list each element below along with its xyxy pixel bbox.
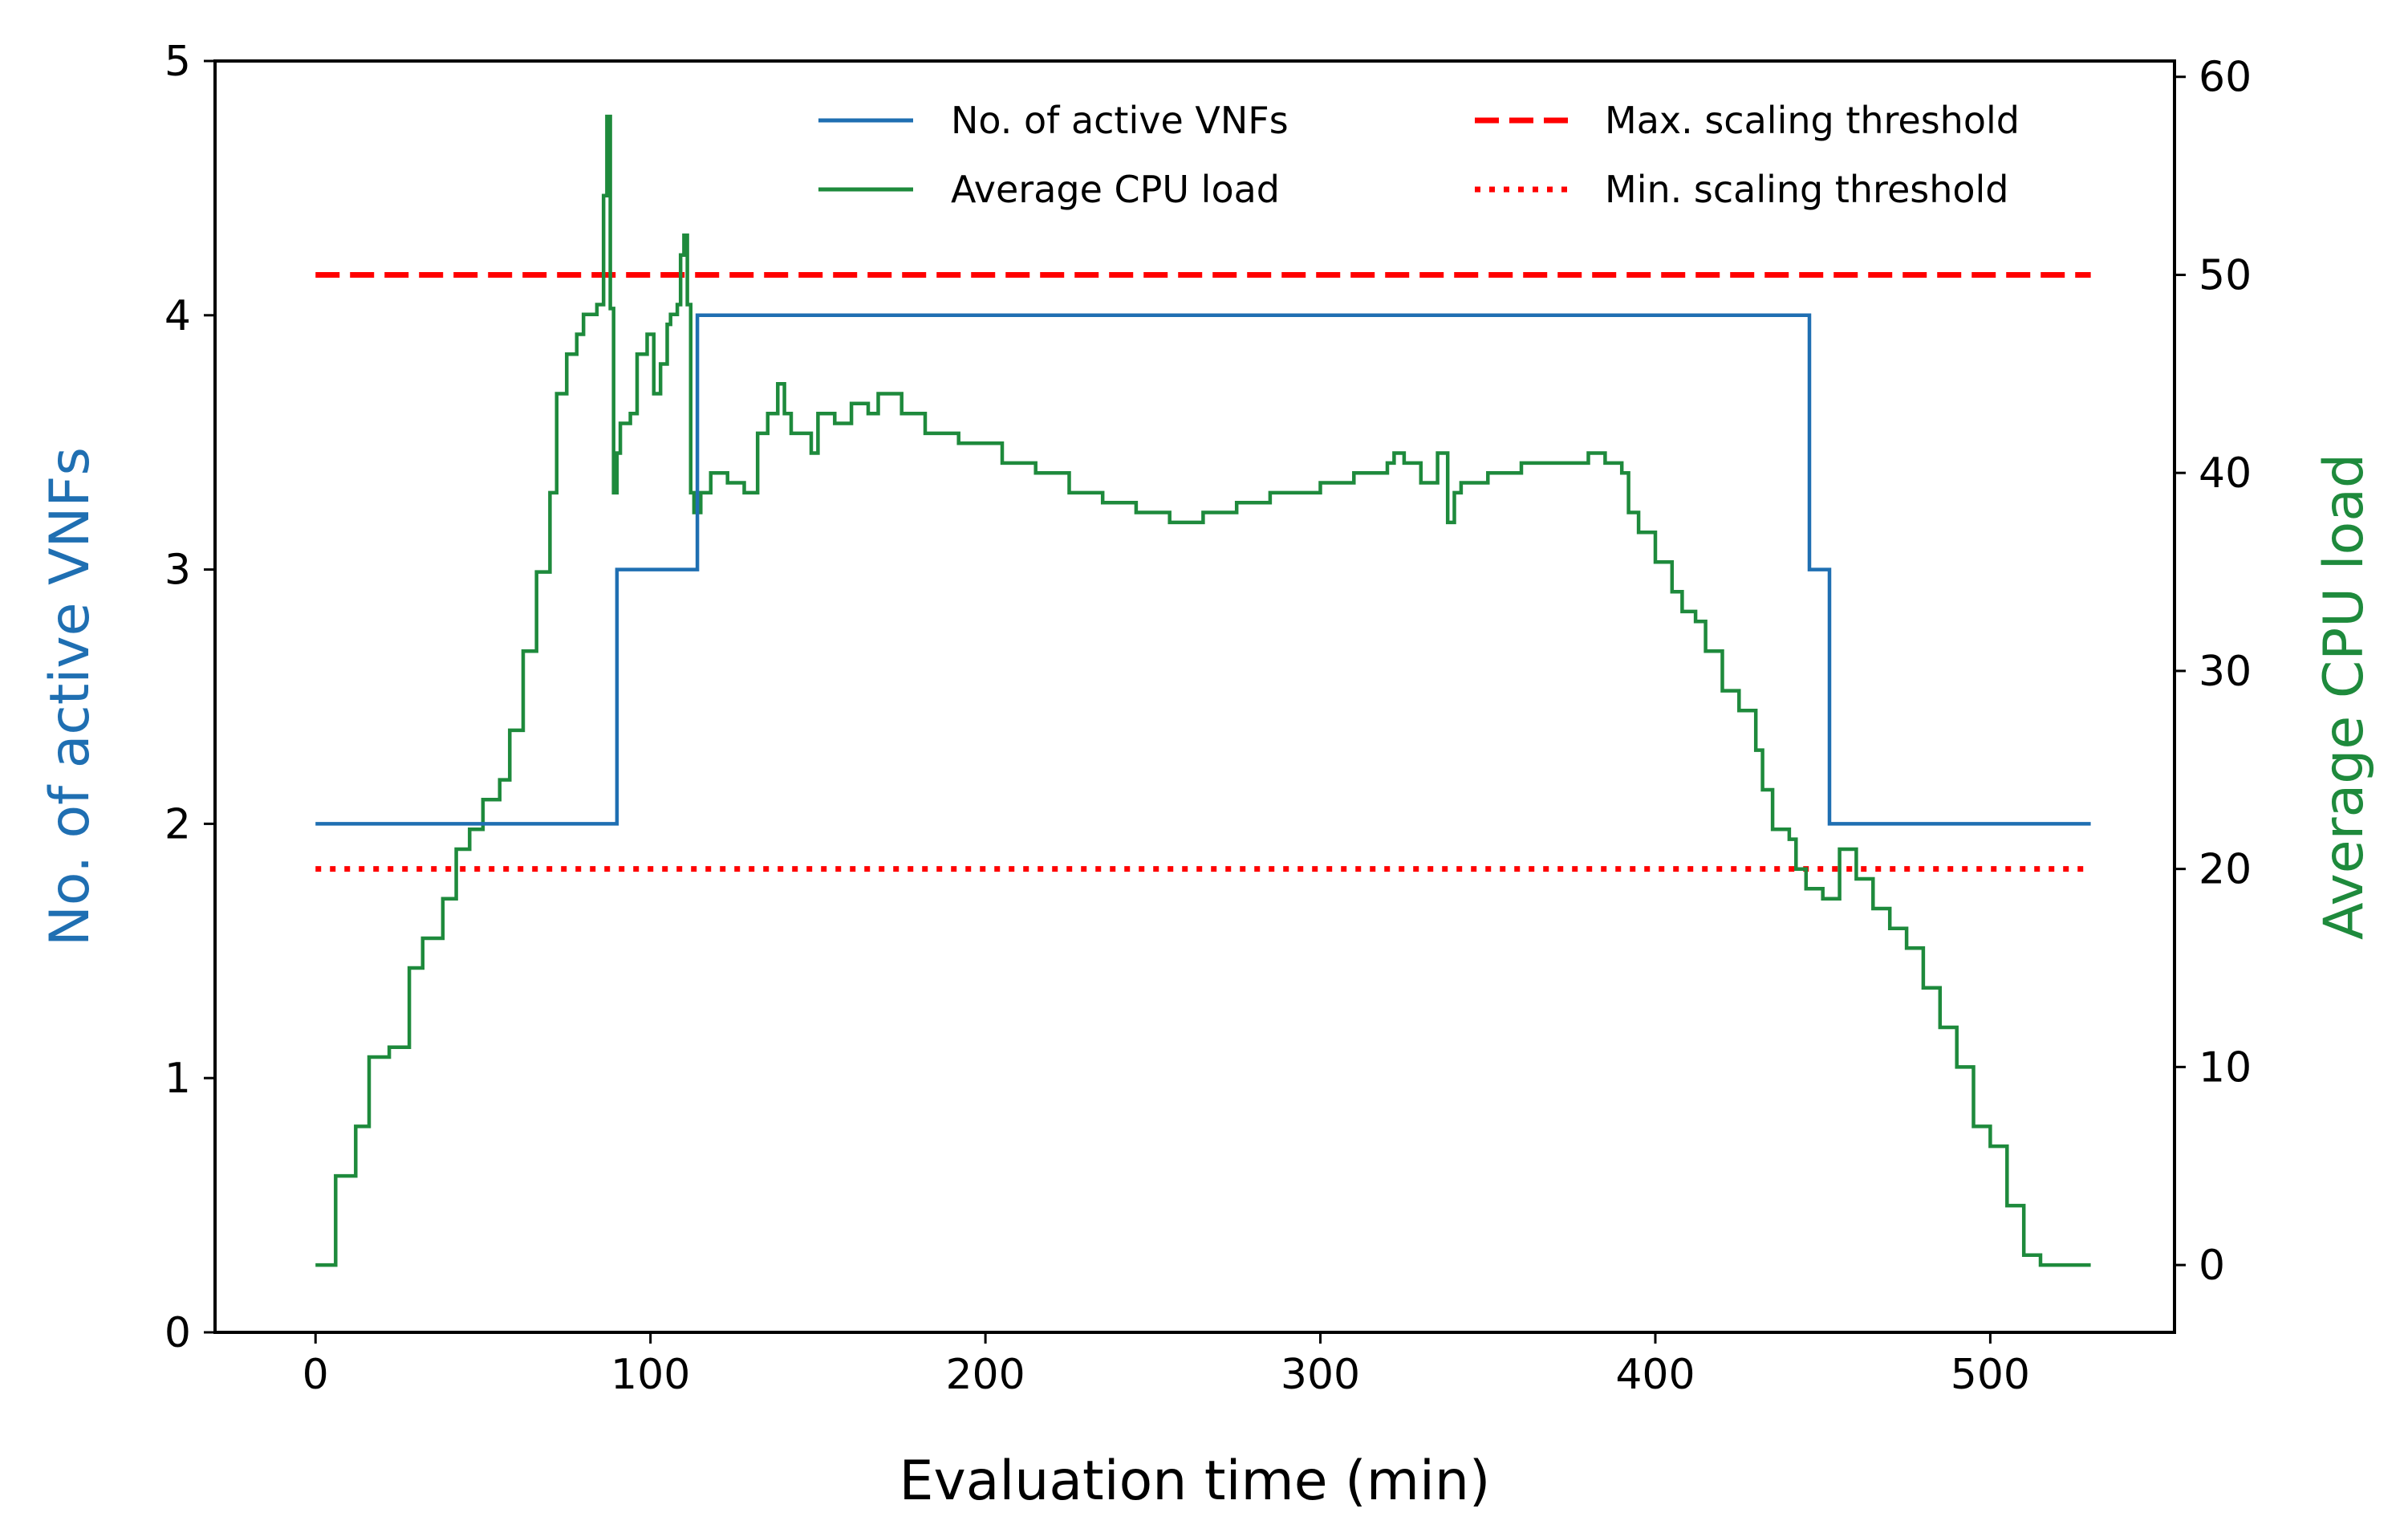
left-y-tick-label-1: 1 (164, 1055, 191, 1103)
legend-label-min: Min. scaling threshold (1605, 168, 2008, 211)
right-y-axis-label: Average CPU load (2313, 453, 2376, 940)
legend-label-max: Max. scaling threshold (1605, 99, 2020, 142)
x-tick-label-0: 0 (303, 1351, 329, 1399)
x-tick-label-3: 300 (1281, 1351, 1360, 1399)
x-tick-label-1: 100 (611, 1351, 690, 1399)
plot-series (315, 114, 2091, 1267)
right-y-tick-label-2: 20 (2199, 846, 2252, 894)
legend-label-cpu: Average CPU load (951, 168, 1280, 211)
right-y-tick-label-1: 10 (2199, 1043, 2252, 1092)
left-y-axis-label: No. of active VNFs (39, 447, 102, 946)
right-y-tick-label-5: 50 (2199, 251, 2252, 299)
left-y-tick-label-4: 4 (164, 292, 191, 340)
plot-frame (213, 59, 2176, 1334)
legend: No. of active VNFs Average CPU load Max.… (818, 99, 2020, 211)
left-y-tick-label-2: 2 (164, 800, 191, 848)
left-y-tick-label-5: 5 (164, 38, 191, 86)
right-y-tick-label-6: 60 (2199, 54, 2252, 102)
series-average-cpu-load (315, 114, 2091, 1267)
legend-label-vnf: No. of active VNFs (951, 99, 1289, 142)
x-tick-label-2: 200 (945, 1351, 1025, 1399)
right-y-tick-label-4: 40 (2199, 449, 2252, 498)
right-y-tick-label-3: 30 (2199, 648, 2252, 696)
left-y-tick-label-3: 3 (164, 547, 191, 595)
left-y-tick-label-0: 0 (164, 1309, 191, 1357)
series-active-vnfs (315, 313, 2091, 826)
x-tick-label-5: 500 (1951, 1351, 2030, 1399)
x-tick-label-4: 400 (1615, 1351, 1695, 1399)
right-y-tick-label-0: 0 (2199, 1242, 2225, 1290)
x-axis-label: Evaluation time (min) (899, 1450, 1491, 1513)
